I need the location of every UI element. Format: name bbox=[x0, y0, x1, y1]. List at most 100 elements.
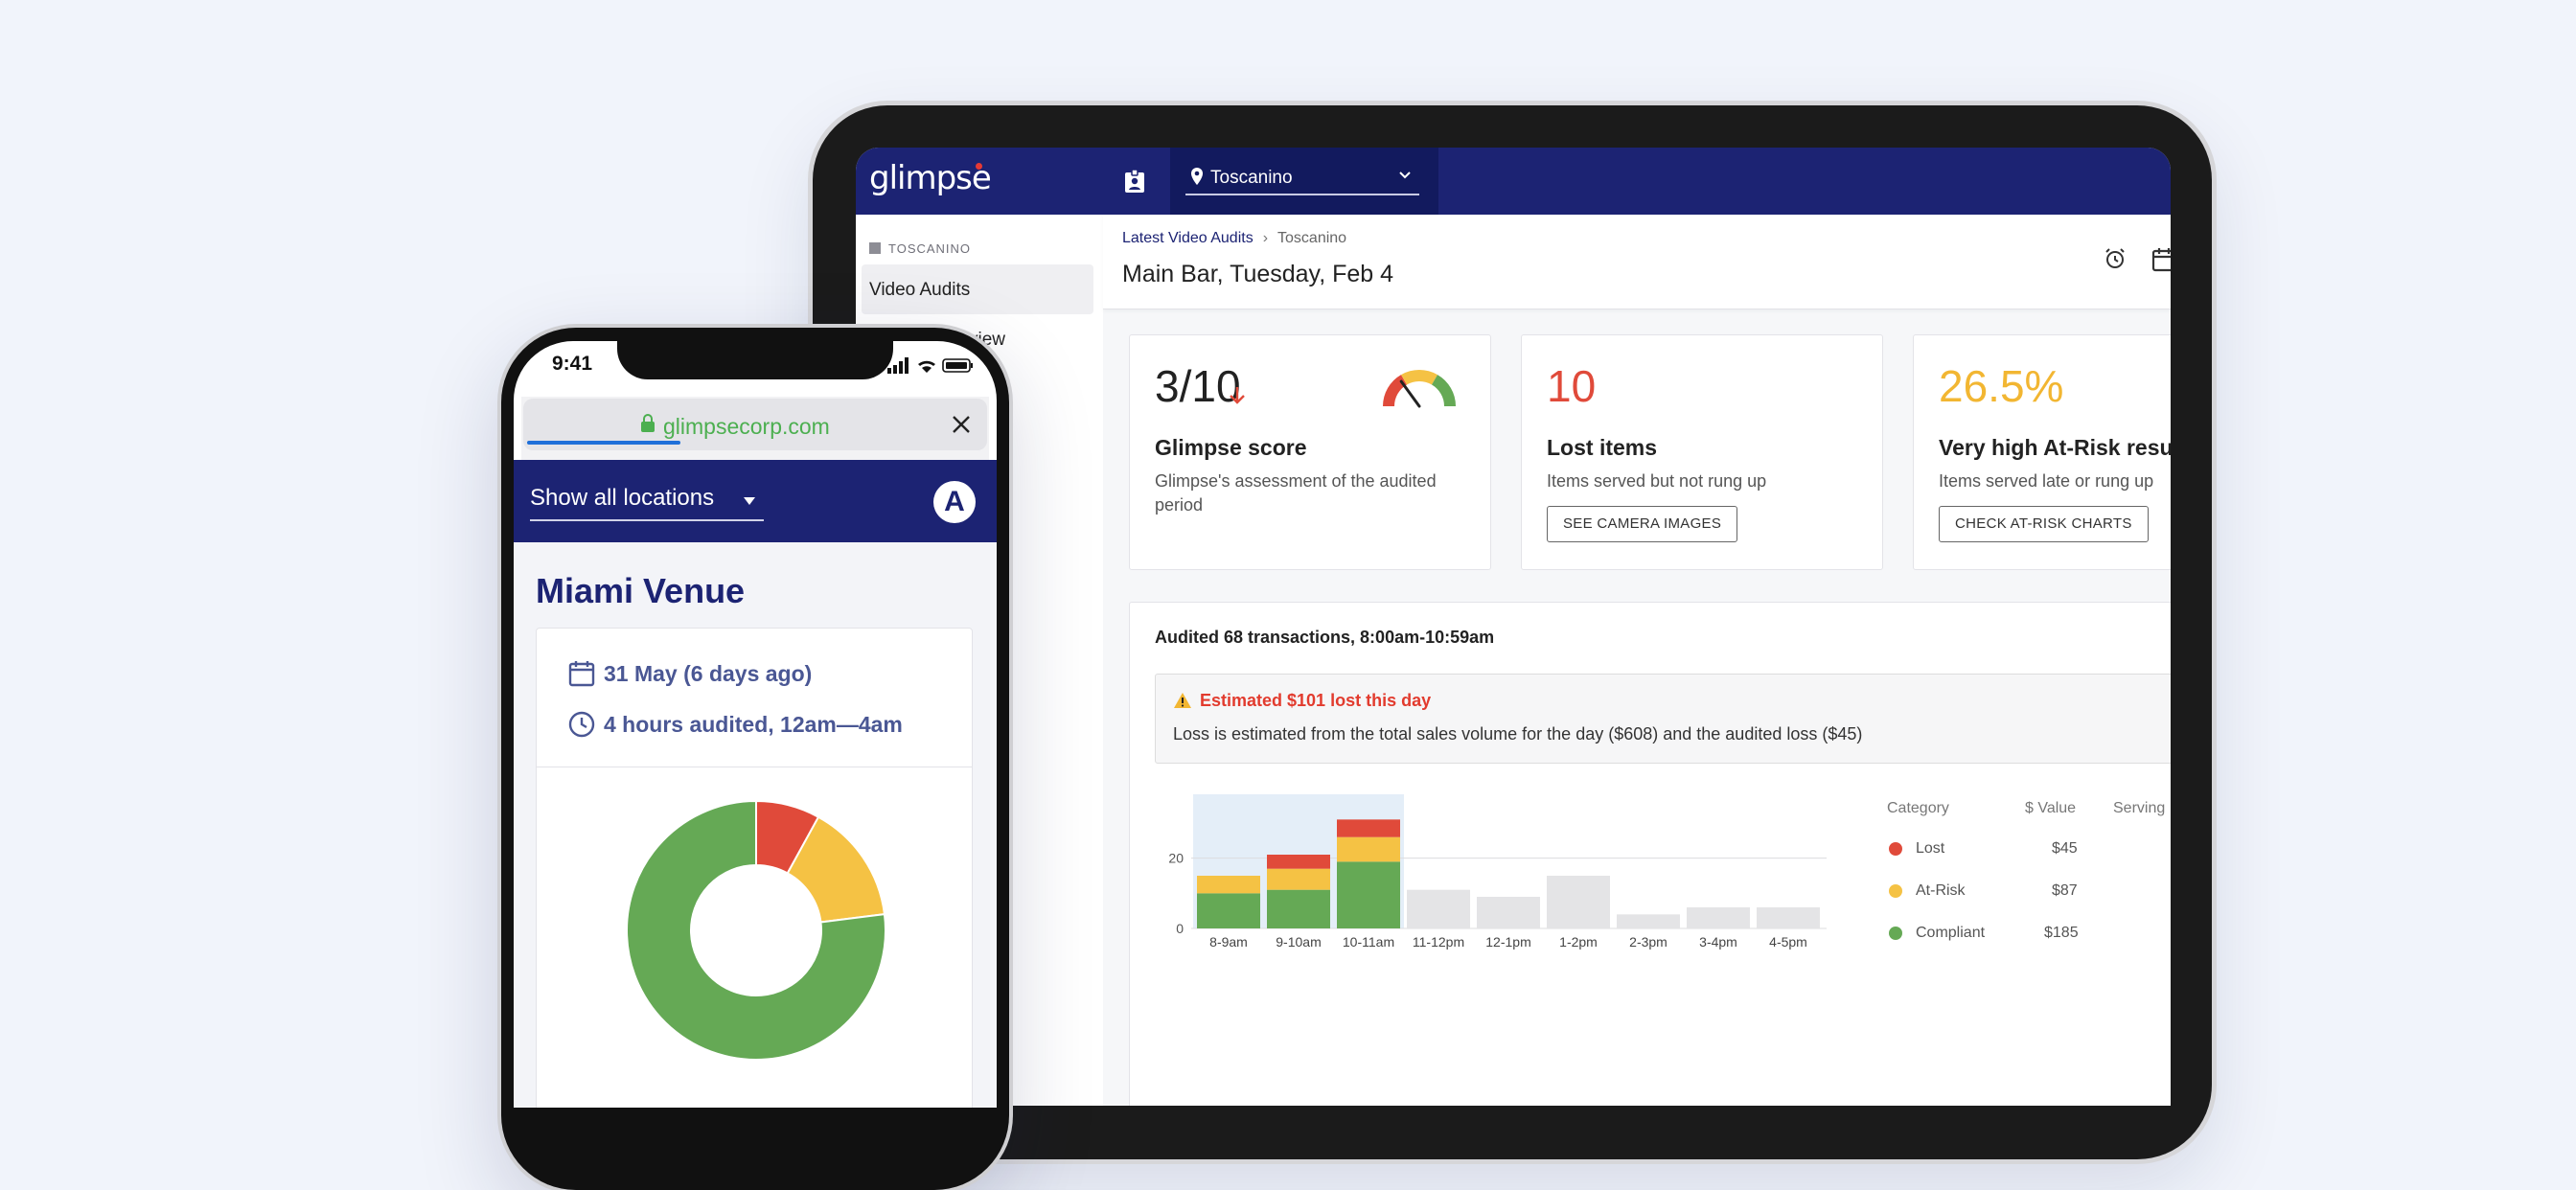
arrow-down-icon bbox=[1230, 387, 1245, 404]
user-badge-icon[interactable] bbox=[1124, 169, 1145, 194]
main-content: Latest Video Audits › Toscanino Main Bar, … bbox=[1103, 215, 2171, 1106]
url-text: glimpsecorp.com bbox=[663, 414, 830, 439]
location-selector-container: Toscanino bbox=[1170, 148, 1438, 215]
kpi-title: Very high At-Risk resu bbox=[1939, 435, 2171, 460]
bar-unaudited bbox=[1757, 907, 1820, 928]
calendar-icon[interactable] bbox=[2151, 247, 2171, 272]
gauge-segment bbox=[1383, 375, 1407, 406]
kpi-value: 10 bbox=[1547, 361, 1597, 411]
tablet-screen: glimpse Toscanino TOSCANINO Video Audits… bbox=[856, 148, 2171, 1106]
legend-dot-compliant bbox=[1889, 927, 1902, 940]
location-filter-select[interactable]: Show all locations bbox=[530, 485, 764, 521]
breadcrumb-link[interactable]: Latest Video Audits bbox=[1122, 230, 1254, 246]
legend-row-name: Compliant bbox=[1916, 925, 1986, 941]
top-bar: glimpse Toscanino bbox=[856, 148, 2171, 215]
breadcrumb-separator: › bbox=[1262, 230, 1269, 246]
caret-down-icon bbox=[744, 497, 755, 505]
location-select[interactable]: Toscanino bbox=[1185, 161, 1419, 195]
gauge-segment bbox=[1401, 370, 1438, 385]
location-filter-value: Show all locations bbox=[530, 485, 715, 511]
kpi-description: Items served but not rung up bbox=[1547, 471, 1767, 491]
check-at-risk-charts-button[interactable]: CHECK AT-RISK CHARTS bbox=[1939, 506, 2149, 542]
bar-compliant bbox=[1197, 893, 1260, 928]
legend-row-value: $45 bbox=[2052, 840, 2078, 857]
legend-row-value: $87 bbox=[2052, 882, 2078, 899]
kpi-description: Items served late or rung up bbox=[1939, 471, 2154, 491]
avatar[interactable]: A bbox=[933, 481, 976, 523]
gauge-needle bbox=[1399, 379, 1421, 408]
hourly-bar-chart: 0 20 8-9am 9-10am 10-11am 11-12pm 12-1pm 1-2pm 2… bbox=[1168, 794, 1827, 950]
kpi-title: Lost items bbox=[1547, 435, 1658, 460]
legend-header-serving: Serving bbox=[2113, 800, 2166, 816]
x-tick-label: 10-11am bbox=[1343, 934, 1394, 950]
map-pin-icon bbox=[1191, 168, 1203, 185]
bar-unaudited bbox=[1547, 876, 1610, 928]
legend-row-value: $185 bbox=[2044, 925, 2079, 941]
loss-alert: Estimated $101 lost this day Loss is est… bbox=[1155, 674, 2171, 764]
page-title: Main Bar, Tuesday, Feb 4 bbox=[1122, 261, 1394, 287]
kpi-description: Glimpse's assessment of the audited peri… bbox=[1155, 471, 1437, 515]
phone-nav-bar: Show all locations A bbox=[514, 460, 997, 542]
warning-icon bbox=[1174, 693, 1191, 708]
sidebar-section-title: TOSCANINO bbox=[869, 241, 971, 256]
status-time: 9:41 bbox=[552, 353, 593, 375]
bar-unaudited bbox=[1687, 907, 1750, 928]
phone-notch bbox=[617, 341, 893, 379]
legend-dot-lost bbox=[1889, 842, 1902, 856]
x-tick-label: 9-10am bbox=[1276, 934, 1321, 950]
audit-title: Audited 68 transactions, 8:00am-10:59am bbox=[1155, 628, 1495, 647]
x-tick-label: 3-4pm bbox=[1699, 934, 1737, 950]
y-tick-label: 0 bbox=[1176, 921, 1184, 936]
bar-lost bbox=[1337, 819, 1400, 837]
legend-dot-at-risk bbox=[1889, 884, 1902, 898]
x-tick-label: 2-3pm bbox=[1629, 934, 1668, 950]
lock-icon bbox=[641, 414, 655, 432]
close-icon[interactable] bbox=[951, 414, 972, 435]
legend-header-category: Category bbox=[1887, 800, 1949, 816]
gauge-segment bbox=[1432, 375, 1456, 406]
bar-unaudited bbox=[1617, 914, 1680, 928]
page-header: Latest Video Audits › Toscanino Main Bar, … bbox=[1103, 215, 2171, 309]
y-tick-label: 20 bbox=[1168, 851, 1184, 866]
clock-icon bbox=[568, 711, 595, 738]
alarm-clock-icon[interactable] bbox=[2104, 247, 2127, 270]
donut-chart bbox=[626, 799, 886, 1061]
breadcrumb-current: Toscanino bbox=[1277, 230, 1347, 246]
x-tick-label: 1-2pm bbox=[1559, 934, 1598, 950]
bar-at-risk bbox=[1197, 876, 1260, 894]
bar-unaudited bbox=[1407, 889, 1470, 928]
sidebar-item-video-audits[interactable]: Video Audits bbox=[862, 264, 1093, 314]
kpi-value: 26.5% bbox=[1939, 361, 2064, 411]
alert-title: Estimated $101 lost this day bbox=[1200, 691, 1432, 710]
bar-unaudited bbox=[1477, 897, 1540, 928]
app-logo[interactable]: glimpse bbox=[869, 159, 992, 197]
phone-screen: 9:41 glimpsecorp.com Show all locations … bbox=[514, 341, 997, 1108]
legend-header-value: $ Value bbox=[2025, 800, 2077, 816]
legend-row-name: Lost bbox=[1916, 840, 1945, 857]
building-icon bbox=[869, 242, 881, 254]
status-icons bbox=[887, 357, 973, 374]
logo-dot bbox=[976, 163, 982, 170]
alert-text: Loss is estimated from the total sales v… bbox=[1173, 724, 1863, 744]
x-tick-label: 12-1pm bbox=[1485, 934, 1530, 950]
x-tick-label: 11-12pm bbox=[1413, 934, 1464, 950]
bar-lost bbox=[1267, 855, 1330, 869]
kpi-value: 3/10 bbox=[1155, 361, 1241, 411]
kpi-card-lost-items: 10 Lost items Items served but not rung … bbox=[1521, 334, 1883, 570]
calendar-icon bbox=[568, 661, 595, 687]
audit-summary-card: Audited 68 transactions, 8:00am-10:59am … bbox=[1129, 602, 2171, 1106]
bar-compliant bbox=[1337, 861, 1400, 928]
bar-compliant bbox=[1267, 889, 1330, 928]
breadcrumb: Latest Video Audits › Toscanino bbox=[1122, 230, 1346, 247]
venue-summary-card: 31 May (6 days ago) 4 hours audited, 12a… bbox=[536, 628, 973, 1108]
legend-row-name: At-Risk bbox=[1916, 882, 1966, 899]
bar-at-risk bbox=[1337, 836, 1400, 862]
see-camera-images-button[interactable]: SEE CAMERA IMAGES bbox=[1547, 506, 1738, 542]
donut-slice-compliant bbox=[626, 799, 886, 1061]
location-select-value: Toscanino bbox=[1210, 168, 1293, 188]
chevron-down-icon bbox=[1399, 172, 1411, 179]
page-load-progress bbox=[527, 441, 680, 445]
bar-at-risk bbox=[1267, 868, 1330, 890]
kpi-card-glimpse-score: 3/10 Glimpse score Glimpse's assessment … bbox=[1129, 334, 1491, 570]
score-gauge bbox=[1383, 370, 1456, 408]
